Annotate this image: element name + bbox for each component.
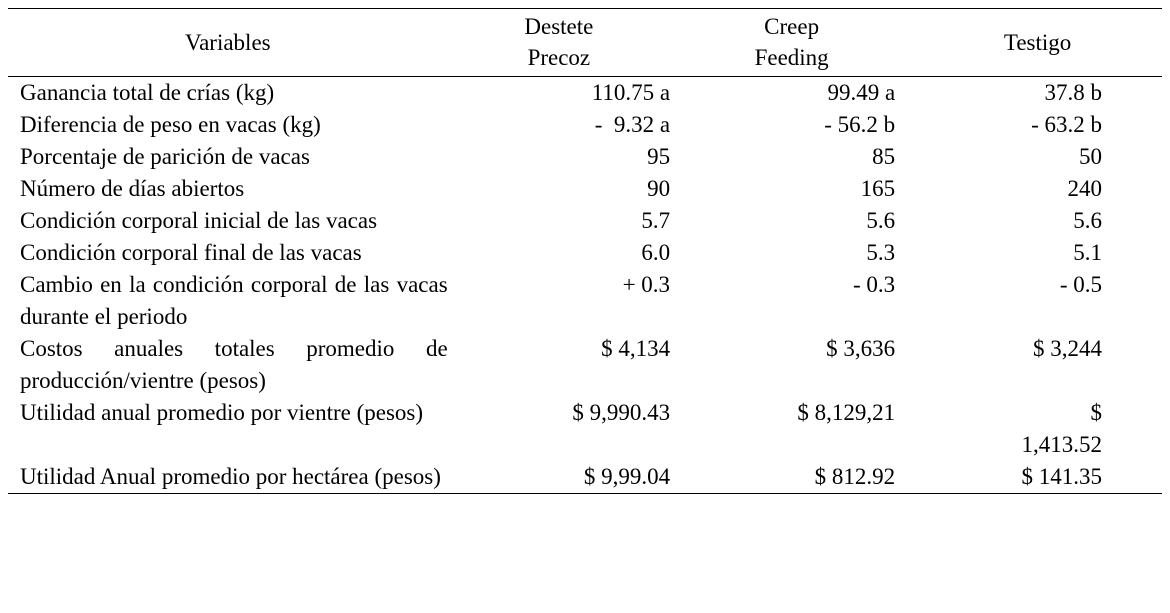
header-testigo: Testigo bbox=[913, 8, 1162, 77]
destete-precoz-cell: $ 9,99.04 bbox=[447, 461, 671, 494]
variable-cell: Cambio en la condición corporal de las v… bbox=[20, 272, 448, 329]
table-row: Costos anuales totales promedio de produ… bbox=[8, 333, 1162, 397]
testigo-cell: $ 141.35 bbox=[913, 461, 1162, 494]
testigo-cell: $ 1,413.52 bbox=[1021, 400, 1103, 457]
testigo-cell: 37.8 b bbox=[1044, 80, 1103, 105]
testigo-cell: 5.1 bbox=[1073, 240, 1102, 265]
creep-feeding-cell: - 0.3 bbox=[853, 272, 896, 297]
creep-feeding-cell: 85 bbox=[872, 144, 896, 169]
table-row: Ganancia total de crías (kg) 110.75 a 99… bbox=[8, 77, 1162, 110]
destete-precoz-cell: - 9.32 a bbox=[594, 112, 671, 137]
header-destete-line2: Precoz bbox=[527, 45, 591, 70]
testigo-cell: 240 bbox=[1067, 176, 1103, 201]
destete-precoz-cell: 6.0 bbox=[641, 240, 671, 265]
results-table-container: Variables Destete Precoz Creep Feeding T… bbox=[8, 8, 1162, 494]
creep-feeding-cell: $ 8,129,21 bbox=[797, 400, 896, 425]
table-row: Condición corporal inicial de las vacas … bbox=[8, 205, 1162, 237]
creep-feeding-cell: 99.49 a bbox=[827, 80, 896, 105]
table-header-row: Variables Destete Precoz Creep Feeding T… bbox=[8, 8, 1162, 77]
destete-precoz-cell: $ 9,990.43 bbox=[572, 400, 671, 425]
creep-feeding-cell: 5.3 bbox=[866, 240, 896, 265]
variable-cell: Ganancia total de crías (kg) bbox=[20, 80, 275, 105]
header-creep-line1: Creep bbox=[764, 14, 820, 39]
destete-precoz-cell: 90 bbox=[647, 176, 671, 201]
variable-cell: Utilidad Anual promedio por hectárea (pe… bbox=[8, 461, 448, 494]
creep-feeding-cell: - 56.2 b bbox=[824, 112, 896, 137]
header-creep-line2: Feeding bbox=[754, 45, 829, 70]
destete-precoz-cell: 110.75 a bbox=[591, 80, 671, 105]
header-variables-label: Variables bbox=[185, 29, 271, 55]
header-variables: Variables bbox=[8, 8, 448, 77]
variable-cell: Porcentaje de parición de vacas bbox=[20, 144, 310, 169]
variable-cell: Costos anuales totales promedio de produ… bbox=[20, 336, 448, 393]
destete-precoz-cell: 5.7 bbox=[641, 208, 671, 233]
header-creep-feeding: Creep Feeding bbox=[670, 8, 914, 77]
table-row: Porcentaje de parición de vacas 95 85 50 bbox=[8, 141, 1162, 173]
variable-cell: Condición corporal final de las vacas bbox=[20, 240, 362, 265]
table-row: Diferencia de peso en vacas (kg) - 9.32 … bbox=[8, 109, 1162, 141]
header-testigo-label: Testigo bbox=[1003, 29, 1072, 55]
results-table: Variables Destete Precoz Creep Feeding T… bbox=[8, 8, 1162, 494]
table-row: Utilidad anual promedio por vientre (pes… bbox=[8, 397, 1162, 461]
creep-feeding-cell: 5.6 bbox=[866, 208, 896, 233]
table-row: Número de días abiertos 90 165 240 bbox=[8, 173, 1162, 205]
destete-precoz-cell: + 0.3 bbox=[622, 272, 671, 297]
variable-cell: Número de días abiertos bbox=[20, 176, 245, 201]
testigo-cell: 50 bbox=[1079, 144, 1102, 169]
testigo-cell: - 0.5 bbox=[1059, 272, 1102, 297]
table-row: Utilidad Anual promedio por hectárea (pe… bbox=[8, 461, 1162, 494]
creep-feeding-cell: $ 812.92 bbox=[670, 461, 914, 494]
testigo-cell: - 63.2 b bbox=[1031, 112, 1102, 137]
variable-cell: Utilidad anual promedio por vientre (pes… bbox=[20, 400, 424, 425]
testigo-cell: $ 3,244 bbox=[1033, 336, 1102, 361]
testigo-cell: 5.6 bbox=[1073, 208, 1102, 233]
creep-feeding-cell: 165 bbox=[860, 176, 896, 201]
variable-cell: Condición corporal inicial de las vacas bbox=[20, 208, 378, 233]
destete-precoz-cell: 95 bbox=[647, 144, 671, 169]
header-destete-line1: Destete bbox=[524, 14, 594, 39]
header-destete-precoz: Destete Precoz bbox=[447, 8, 671, 77]
creep-feeding-cell: $ 3,636 bbox=[826, 336, 896, 361]
table-row: Condición corporal final de las vacas 6.… bbox=[8, 237, 1162, 269]
table-row: Cambio en la condición corporal de las v… bbox=[8, 269, 1162, 333]
variable-cell: Diferencia de peso en vacas (kg) bbox=[20, 112, 321, 137]
destete-precoz-cell: $ 4,134 bbox=[601, 336, 671, 361]
